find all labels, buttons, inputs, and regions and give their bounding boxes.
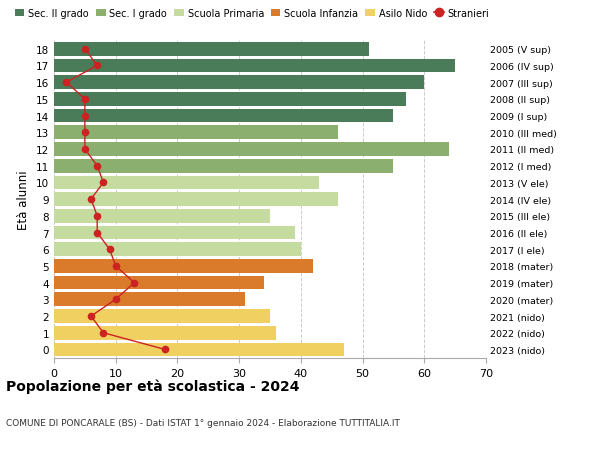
Bar [54, 293, 245, 307]
Bar [54, 176, 319, 190]
Bar [54, 276, 264, 290]
Bar [54, 159, 394, 173]
Bar [54, 326, 276, 340]
Bar [54, 309, 270, 323]
Bar [54, 76, 424, 90]
Bar [54, 193, 338, 207]
Legend: Sec. II grado, Sec. I grado, Scuola Primaria, Scuola Infanzia, Asilo Nido, Stran: Sec. II grado, Sec. I grado, Scuola Prim… [11, 5, 493, 22]
Bar [54, 126, 338, 140]
Bar [54, 259, 313, 273]
Text: Popolazione per età scolastica - 2024: Popolazione per età scolastica - 2024 [6, 379, 299, 393]
Bar [54, 43, 369, 56]
Bar [54, 343, 344, 357]
Bar [54, 143, 449, 157]
Y-axis label: Età alunni: Età alunni [17, 170, 31, 230]
Text: COMUNE DI PONCARALE (BS) - Dati ISTAT 1° gennaio 2024 - Elaborazione TUTTITALIA.: COMUNE DI PONCARALE (BS) - Dati ISTAT 1°… [6, 418, 400, 427]
Bar [54, 110, 394, 123]
Bar [54, 226, 295, 240]
Bar [54, 209, 270, 223]
Bar [54, 93, 406, 106]
Bar [54, 243, 301, 257]
Bar [54, 60, 455, 73]
